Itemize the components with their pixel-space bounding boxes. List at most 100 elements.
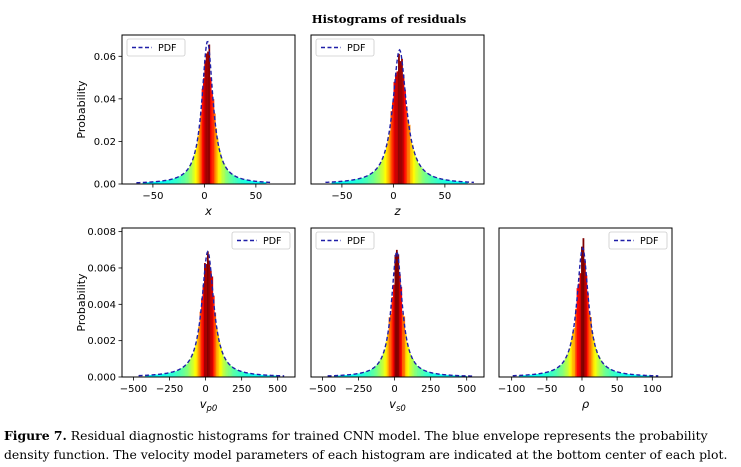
histogram-bar: [630, 374, 632, 377]
histogram-bar: [350, 374, 353, 377]
histogram-bar: [404, 89, 406, 184]
histogram-bar: [358, 178, 361, 184]
x-tick-label: −50: [142, 191, 163, 202]
histogram-bar: [428, 174, 431, 184]
histogram-bar: [343, 181, 346, 184]
histogram-bar: [208, 44, 211, 184]
histogram-bar: [209, 77, 212, 184]
histogram-bar: [149, 182, 152, 184]
histogram-bar: [600, 360, 603, 377]
histogram-bar: [365, 371, 367, 377]
histogram-bar: [265, 375, 268, 377]
histogram-bar: [379, 359, 382, 377]
histogram-bar: [176, 370, 178, 377]
histogram-bar: [618, 372, 620, 377]
histogram-bar: [341, 375, 344, 377]
histogram-bar: [185, 171, 187, 184]
histogram-bar: [212, 99, 215, 184]
histogram-bar: [635, 374, 638, 377]
histogram-bar: [558, 365, 561, 377]
histogram-bar: [399, 61, 402, 184]
histogram-bar: [440, 178, 443, 184]
histogram-bar: [566, 356, 568, 377]
histogram-bar: [181, 367, 184, 377]
histogram-bar: [633, 374, 635, 377]
histogram-bar: [624, 373, 626, 377]
x-tick-label: 50: [250, 191, 263, 202]
y-tick-label: 0.008: [87, 227, 116, 238]
histogram-bar: [622, 373, 625, 377]
histogram-bar: [164, 373, 166, 377]
histogram-bar: [375, 365, 378, 377]
histogram-bar: [543, 372, 546, 377]
histogram-bar: [233, 368, 236, 377]
histogram-bar: [592, 338, 595, 377]
histogram-panel-5: −100 −50 0 50 100 ρ PDF: [498, 227, 673, 411]
histogram-bar: [348, 374, 351, 377]
histogram-bar: [211, 276, 214, 377]
x-axis-label: x: [204, 204, 212, 218]
histogram-bar: [545, 372, 548, 377]
x-tick-label: 250: [232, 384, 251, 395]
histogram-bar: [431, 373, 434, 377]
plot-frame: [121, 34, 296, 185]
histogram-bar: [546, 372, 549, 377]
histogram-bar: [206, 251, 209, 377]
histogram-bar: [244, 179, 246, 184]
histogram-bar: [391, 297, 394, 377]
histogram-bar: [174, 178, 176, 184]
histogram-bar: [644, 375, 647, 377]
x-tick-label: −50: [331, 191, 352, 202]
histogram-bar: [353, 374, 355, 377]
histogram-bar: [202, 285, 205, 377]
histogram-bar: [551, 370, 554, 377]
histogram-bar: [640, 375, 643, 377]
histogram-bar: [154, 181, 157, 184]
histogram-bar: [435, 177, 438, 184]
histogram-bar: [263, 182, 266, 184]
histogram-bar: [437, 178, 440, 184]
histogram-bar: [595, 349, 598, 377]
histogram-bar: [564, 358, 567, 377]
histogram-bar: [412, 359, 414, 377]
histogram-bar: [236, 370, 239, 377]
histogram-bar: [220, 157, 223, 184]
histogram-bar: [372, 172, 375, 184]
histogram-bar: [255, 181, 257, 184]
histogram-bar: [449, 180, 452, 184]
histogram-bar: [337, 181, 340, 184]
histogram-bar: [441, 179, 444, 184]
histogram-bar: [270, 375, 273, 377]
histogram-bar: [393, 284, 395, 377]
legend-label: PDF: [347, 236, 366, 247]
histogram-bar: [333, 181, 335, 184]
legend: PDF: [126, 38, 186, 57]
histogram-bar: [351, 374, 354, 377]
histogram-bar: [378, 361, 381, 377]
histogram-bar: [187, 361, 190, 377]
histogram-bar: [569, 348, 571, 377]
histogram-bar: [248, 180, 250, 184]
histogram-bars: [331, 53, 468, 184]
histogram-bar: [254, 374, 256, 377]
histogram-bar: [274, 375, 277, 377]
histogram-bar: [401, 313, 404, 377]
y-tick-label: 0.04: [94, 94, 116, 105]
histogram-bar: [462, 181, 465, 184]
histogram-bar: [533, 374, 536, 377]
histogram-bar: [260, 374, 262, 377]
y-tick-label: 0.02: [94, 137, 116, 148]
histogram-bar: [398, 274, 401, 377]
histogram-bar: [338, 375, 341, 377]
histogram-bar: [554, 369, 557, 377]
histogram-bar: [465, 375, 467, 377]
histogram-bar: [231, 174, 234, 184]
histogram-bar: [440, 374, 442, 377]
histogram-bar: [215, 128, 218, 184]
histogram-bar: [529, 374, 531, 377]
histogram-bar: [585, 275, 588, 377]
histogram-bar: [156, 181, 158, 184]
histogram-bar: [437, 374, 439, 377]
histogram-bar: [646, 375, 649, 377]
histogram-bar: [360, 372, 363, 377]
